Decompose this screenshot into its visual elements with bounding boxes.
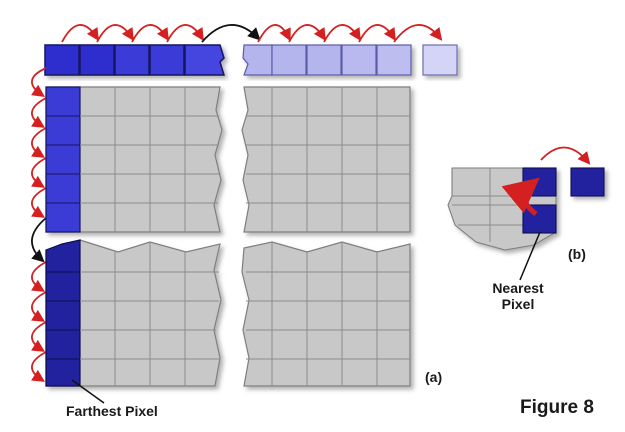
- farthest-pixel-label: Farthest Pixel: [66, 403, 158, 419]
- left-column-arrows: [31, 67, 47, 382]
- nearest-pixel-label-line1: Nearest: [492, 280, 544, 296]
- figure-caption: Figure 8: [520, 397, 594, 418]
- panel-b-label: (b): [568, 246, 586, 262]
- grid-block-upper-left: [45, 86, 223, 233]
- top-row-arrows: [61, 24, 443, 43]
- farthest-pixel-leader: [71, 379, 105, 404]
- top-row-light-pixels: [242, 44, 458, 76]
- grid-block-upper-right: [241, 86, 411, 233]
- panel-a-label: (a): [425, 369, 443, 385]
- grid-block-lower-left: [45, 239, 222, 387]
- top-row-dark-pixels: [44, 44, 226, 76]
- nearest-pixel-label-line2: Pixel: [501, 296, 535, 312]
- grid-block-lower-right: [241, 241, 411, 387]
- nearest-pixel-label: Nearest Pixel: [478, 280, 558, 312]
- panel-b-detail: [447, 146, 605, 281]
